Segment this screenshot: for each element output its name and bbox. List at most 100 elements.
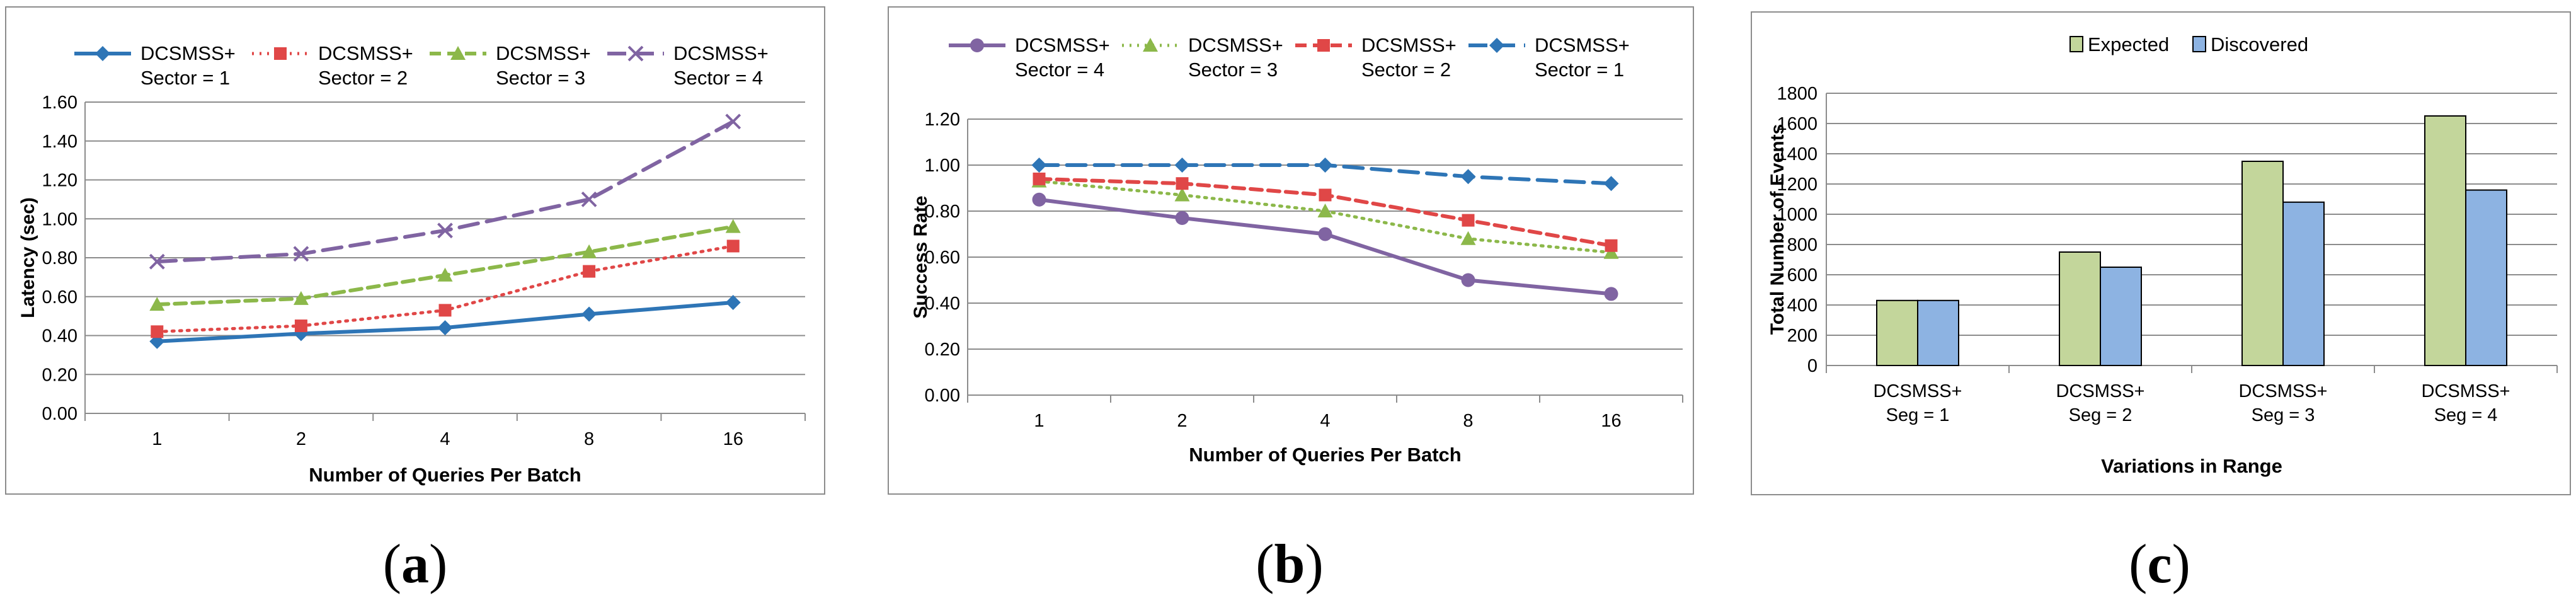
- chart-c-bar-expected: [2241, 161, 2284, 366]
- chart-a-series-2-point: [726, 239, 740, 253]
- chart-b-series-2-point: [1174, 187, 1190, 202]
- chart-a-svg: 0.00 0.20 0.40 0.60 0.80 1.00 1.20 1.40 1.60 1 2 4 8…: [18, 42, 806, 486]
- chart-c-bar-discovered: [2100, 267, 2142, 366]
- chart-a-xtick-label: 4: [440, 429, 450, 449]
- chart-c-svg: 0 200 400 600 800 1000 1200 1400 1600 1800 DCSMSS+…: [1767, 33, 2558, 477]
- chart-c-legend-label-1: Expected: [2088, 33, 2169, 55]
- chart-a-ytick-label: 0.00: [42, 404, 77, 424]
- chart-a-legend-label-2: DCSMSS+: [318, 42, 413, 64]
- chart-b-ytick-label: 0.80: [925, 202, 960, 222]
- chart-a-ytick-label: 1.60: [42, 93, 77, 113]
- chart-b-xtick-label: 4: [1320, 411, 1330, 431]
- chart-a-legend-marker-2: [274, 47, 287, 60]
- chart-c-ytick-label: 0: [1807, 356, 1818, 376]
- chart-a-series-4-point: [725, 113, 741, 130]
- chart-c-ytick-label: 1800: [1777, 84, 1818, 104]
- chart-c-xtick-label: DCSMSS+: [2238, 381, 2327, 401]
- chart-c-x-axis-label: Variations in Range: [2101, 455, 2282, 477]
- chart-a-legend-label-2-line2: Sector = 2: [318, 67, 408, 89]
- chart-b-series-1-point: [1032, 192, 1046, 207]
- chart-c-ytick-label: 1400: [1777, 144, 1818, 164]
- chart-a-x-axis-label: Number of Queries Per Batch: [309, 464, 581, 486]
- chart-a-series-1-point: [581, 306, 597, 322]
- chart-c-ytick-label: 800: [1787, 235, 1818, 255]
- chart-a-ytick-label: 0.20: [42, 365, 77, 385]
- chart-c-bar-discovered: [2465, 189, 2507, 366]
- chart-a-ytick-label: 0.60: [42, 287, 77, 308]
- chart-b-series-3-point: [1176, 177, 1189, 190]
- chart-c-ytick-label: 200: [1787, 326, 1818, 346]
- chart-b-legend-label-3: DCSMSS+: [1361, 34, 1457, 56]
- chart-b-svg: 0.00 0.20 0.40 0.60 0.80 1.00 1.20 1 2 4 8 16 Number…: [910, 34, 1683, 466]
- chart-c-xtick-label-line2: Seg = 4: [2434, 405, 2498, 425]
- chart-b-series-4-point: [1174, 158, 1190, 173]
- chart-a-ytick-label: 1.00: [42, 209, 77, 229]
- chart-b-series-1-point: [1461, 273, 1475, 287]
- chart-b-legend-marker-3: [1317, 39, 1330, 52]
- chart-a-series-3-point: [581, 244, 597, 258]
- chart-a-series-2-point: [438, 304, 452, 317]
- chart-a-ytick-label: 0.40: [42, 326, 77, 347]
- chart-b-ytick-label: 0.20: [925, 340, 960, 360]
- chart-b-ytick-label: 1.20: [925, 110, 960, 130]
- chart-panel-a: 0.00 0.20 0.40 0.60 0.80 1.00 1.20 1.40 1.60 1 2 4 8…: [5, 6, 825, 495]
- chart-b-legend-label-1: DCSMSS+: [1015, 34, 1110, 56]
- chart-b-series-1-point: [1175, 210, 1189, 225]
- chart-a-series-4-point: [293, 246, 309, 262]
- chart-a-ytick-label: 1.20: [42, 171, 77, 191]
- chart-b-x-axis-label: Number of Queries Per Batch: [1189, 444, 1461, 466]
- chart-a-legend-label-4: DCSMSS+: [673, 42, 769, 64]
- chart-b-series-4-point: [1460, 169, 1476, 185]
- chart-c-ytick-label: 400: [1787, 296, 1818, 316]
- chart-a-xtick-label: 1: [152, 429, 162, 449]
- chart-c-xtick-label: DCSMSS+: [2056, 381, 2144, 401]
- chart-b-ytick-label: 1.00: [925, 156, 960, 176]
- chart-a-xtick-label: 2: [296, 429, 306, 449]
- chart-a-series-3-point: [725, 219, 741, 233]
- chart-b-series-3-point: [1033, 172, 1046, 185]
- chart-a-ytick-label: 0.80: [42, 248, 77, 268]
- chart-b-xtick-label: 1: [1034, 411, 1044, 431]
- chart-a-series-2-point: [294, 319, 307, 333]
- chart-a-ytick-label: 1.40: [42, 132, 77, 152]
- chart-a-legend-label-1-line2: Sector = 1: [140, 67, 230, 89]
- chart-c-y-axis-label: Total Number of Events: [1767, 124, 1788, 335]
- chart-b-legend-label-4: DCSMSS+: [1535, 34, 1630, 56]
- chart-b-legend-label-1-line2: Sector = 4: [1015, 59, 1104, 81]
- caption-b: (b): [1256, 534, 1324, 595]
- chart-c-legend-swatch-2: [2192, 36, 2206, 52]
- chart-a-legend-label-1: DCSMSS+: [140, 42, 236, 64]
- chart-panel-b: 0.00 0.20 0.40 0.60 0.80 1.00 1.20 1 2 4 8 16 Number…: [888, 6, 1694, 495]
- chart-b-legend-marker-4: [1489, 38, 1504, 53]
- chart-a-series-4-point: [437, 222, 453, 239]
- chart-c-xtick-label-line2: Seg = 2: [2069, 405, 2132, 425]
- chart-b-legend-label-2-line2: Sector = 3: [1188, 59, 1278, 81]
- chart-b-series-3-point: [1319, 188, 1332, 202]
- chart-c-bar-discovered: [1917, 299, 1959, 366]
- chart-a-series-1-point: [437, 320, 453, 336]
- chart-b-xtick-label: 2: [1177, 411, 1187, 431]
- chart-c-bar-expected: [2059, 251, 2101, 366]
- chart-a-series-1-point: [293, 326, 309, 342]
- chart-c-bar-expected: [2424, 115, 2466, 366]
- chart-a-xtick-label: 8: [584, 429, 594, 449]
- chart-b-series-4-point: [1031, 158, 1047, 173]
- chart-b-series-3-point: [1605, 239, 1618, 252]
- chart-a-legend-marker-3: [450, 46, 466, 60]
- chart-b-legend-marker-2: [1143, 38, 1158, 52]
- chart-a-y-axis-label: Latency (sec): [18, 197, 38, 318]
- chart-b-series-4-point: [1317, 158, 1333, 173]
- chart-b-series-2-point: [1317, 204, 1333, 217]
- chart-a-series-line-3: [155, 224, 735, 307]
- chart-c-ytick-label: 1600: [1777, 114, 1818, 134]
- chart-a-series-line-2: [155, 244, 735, 333]
- chart-c-xtick-label: DCSMSS+: [1873, 381, 1962, 401]
- chart-b-ytick-label: 0.60: [925, 248, 960, 268]
- chart-b-ytick-label: 0.00: [925, 386, 960, 406]
- chart-b-series-1-point: [1604, 287, 1618, 301]
- chart-b-series-2-point: [1460, 231, 1476, 245]
- chart-b-legend-marker-1: [970, 38, 984, 52]
- chart-b-series-3-point: [1462, 214, 1475, 227]
- chart-a-legend-marker-4: [627, 45, 644, 62]
- chart-a-series-3-point: [149, 297, 165, 311]
